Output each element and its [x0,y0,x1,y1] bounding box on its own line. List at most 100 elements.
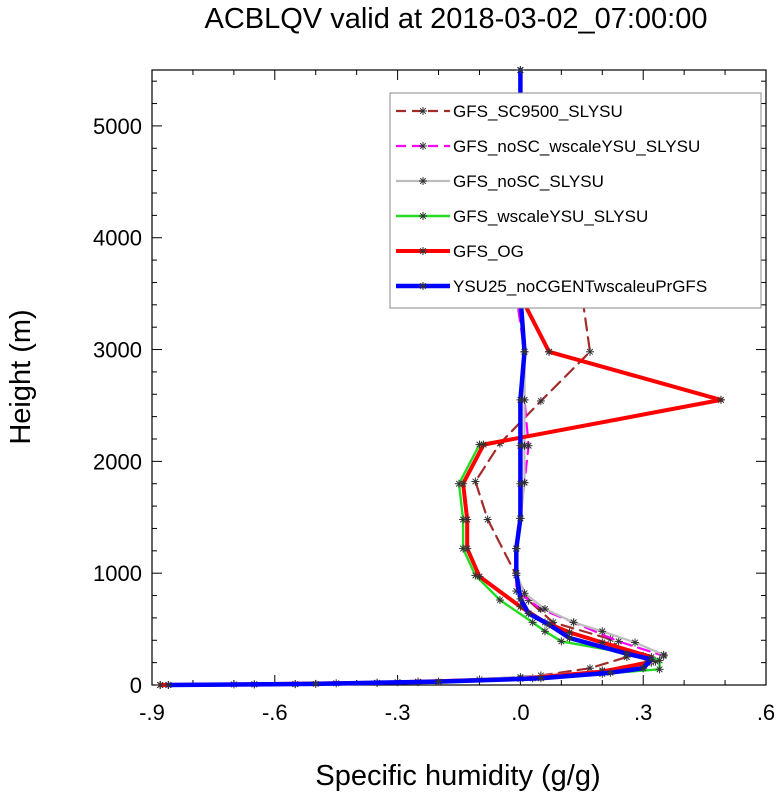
data-point [585,664,594,673]
marker-stroke [419,107,427,115]
data-point [545,347,554,356]
data-point [655,665,664,674]
marker-stroke [419,177,427,185]
marker-stroke [312,680,319,688]
marker-stroke [541,605,549,613]
marker-stroke [480,441,487,448]
series-gfs-og-line [158,293,723,687]
data-point [655,656,664,665]
legend-marker [419,142,427,150]
x-tick-label: .6 [757,700,775,725]
marker-stroke [631,639,639,646]
marker-stroke [517,396,524,404]
marker-stroke [537,675,545,682]
data-point [311,679,320,688]
marker-stroke [517,66,524,74]
marker-stroke [517,595,524,603]
marker-stroke [586,348,594,355]
data-point [565,634,574,643]
legend-box [389,92,762,309]
series-gfs-wscaleysu-slysu-line [167,294,723,687]
marker-stroke [656,666,663,673]
marker-stroke [615,638,622,645]
data-point [479,440,488,449]
data-point [557,637,566,646]
data-point [606,668,615,677]
legend: GFS_SC9500_SLYSU GFS_noSC_wscaleYSU_SLYSU… [389,92,762,309]
data-point [495,596,504,605]
marker-stroke [525,610,532,617]
marker-stroke [464,545,471,552]
marker-stroke [656,657,663,664]
legend-marker [419,247,427,255]
marker-stroke [521,590,528,597]
x-tick-label: -.3 [385,700,411,725]
marker-stroke [496,596,504,604]
data-point [545,620,554,629]
data-point [540,627,549,636]
marker-stroke [464,516,471,523]
plot-frame [151,69,767,686]
marker-stroke [472,478,479,485]
marker-stroke [435,678,442,685]
data-point [516,441,525,450]
data-point [463,515,472,524]
marker-stroke [476,573,483,580]
marker-stroke [513,570,520,577]
data-point [520,347,529,356]
x-tick-label: -.6 [262,700,288,725]
legend-label: GFS_SC9500_SLYSU [453,102,623,121]
data-point [516,514,525,523]
data-point [156,681,165,689]
data-point [598,627,607,636]
legend-ysu25-nocgentwscaleuprgfs: YSU25_noCGENTwscaleuPrGFS [396,277,707,296]
legend-gfs-sc9500-slysu: GFS_SC9500_SLYSU [396,102,623,121]
data-point [716,395,725,404]
data-point [516,395,525,404]
data-point [520,589,529,598]
legend-marker [419,107,427,115]
marker-stroke [419,282,427,290]
marker-stroke [459,480,467,487]
data-point [516,479,525,488]
data-point [585,347,594,356]
legend-gfs-nosc-wscaleysu-slysu: GFS_noSC_wscaleYSU_SLYSU [396,137,700,156]
data-point [512,569,521,578]
legend-gfs-og: GFS_OG [396,242,524,261]
x-tick-label: .3 [634,700,652,725]
data-point [614,637,623,646]
data-point [459,479,468,488]
marker-stroke [157,681,164,689]
y-tick-label: 4000 [93,226,142,251]
data-point [631,638,640,647]
data-point [512,544,521,553]
data-point [536,674,545,683]
marker-stroke [419,247,427,255]
marker-stroke [419,212,427,220]
marker-stroke [517,442,524,449]
data-point [164,681,173,689]
y-tick-label: 5000 [93,114,142,139]
data-point [540,604,549,613]
data-point [647,655,656,664]
legend-marker [419,282,427,290]
marker-stroke [521,348,528,355]
y-tick-label: 0 [130,673,142,698]
legend-label: GFS_wscaleYSU_SLYSU [453,207,648,226]
legend-label: GFS_noSC_wscaleYSU_SLYSU [453,137,700,156]
legend-label: YSU25_noCGENTwscaleuPrGFS [453,277,707,296]
legend-label: GFS_noSC_SLYSU [453,172,604,191]
data-point [536,396,545,405]
marker-stroke [513,545,520,552]
marker-stroke [517,480,524,487]
marker-stroke [717,396,725,404]
data-point [622,649,631,658]
legend-marker [419,177,427,185]
marker-stroke [648,656,655,663]
marker-stroke [419,142,427,150]
marker-stroke [529,619,536,626]
data-point [528,618,537,627]
chart-title: ACBLQV valid at 2018-03-02_07:00:00 [204,3,707,35]
x-tick-label: .0 [511,700,529,725]
marker-stroke [607,636,614,643]
